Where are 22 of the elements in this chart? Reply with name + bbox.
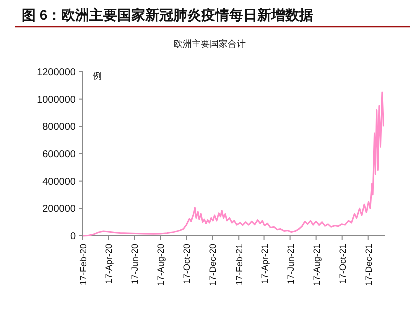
x-tick-label: 17-Jun-20 (130, 244, 140, 285)
x-tick-label: 17-Dec-20 (208, 244, 218, 286)
x-tick-label: 17-Feb-20 (78, 244, 88, 286)
y-tick-label: 400000 (42, 176, 76, 188)
y-tick-label: 1000000 (37, 94, 76, 106)
x-tick-label: 17-Aug-20 (156, 244, 166, 286)
y-tick-label: 200000 (42, 204, 76, 216)
y-axis-title: 例 (93, 71, 102, 81)
y-tick-label: 800000 (42, 122, 76, 134)
y-tick-label: 600000 (42, 150, 76, 160)
x-tick-label: 17-Apr-21 (260, 244, 270, 284)
y-tick-label: 1200000 (37, 68, 76, 78)
y-tick-label: 0 (70, 232, 76, 242)
x-tick-label: 17-Apr-20 (104, 244, 114, 284)
chart-subtitle: 欧洲主要国家合计 (174, 39, 246, 49)
x-tick-label: 17-Oct-21 (338, 244, 348, 284)
x-tick-label: 17-Dec-21 (364, 244, 374, 286)
x-tick-label: 17-Jun-21 (286, 244, 296, 285)
x-tick-label: 17-Aug-21 (312, 244, 322, 286)
x-tick-label: 17-Feb-21 (234, 244, 245, 286)
chart-title: 图 6：欧洲主要国家新冠肺炎疫情每日新增数据 (22, 7, 314, 23)
x-tick-label: 17-Oct-20 (182, 244, 192, 284)
